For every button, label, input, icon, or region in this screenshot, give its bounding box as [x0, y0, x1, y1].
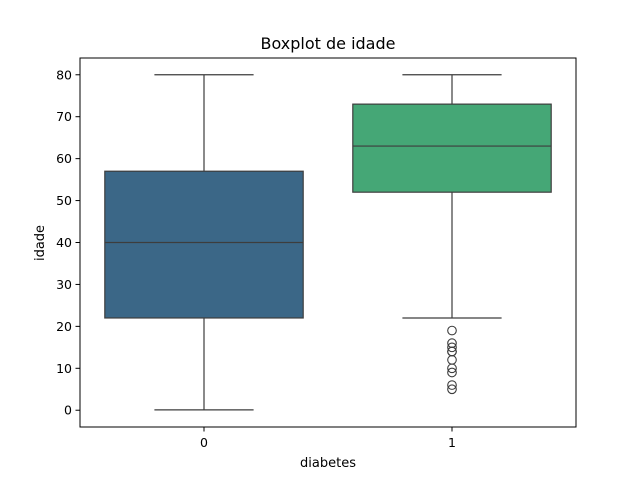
y-tick-label: 60 — [56, 151, 72, 166]
y-tick-label: 40 — [56, 235, 72, 250]
outlier-point — [447, 363, 457, 374]
box-group-0 — [104, 74, 304, 411]
y-tick-label: 30 — [56, 277, 72, 292]
box-group-1 — [352, 74, 552, 395]
chart-title: Boxplot de idade — [261, 34, 396, 53]
box-iqr — [104, 170, 304, 319]
outlier-point — [447, 355, 457, 365]
x-tick-label: 0 — [200, 435, 208, 450]
outlier-point — [447, 367, 457, 378]
plot-content — [104, 74, 552, 411]
y-tick-label: 80 — [56, 67, 72, 82]
box-iqr — [352, 103, 552, 193]
y-axis-label: idade — [33, 225, 48, 261]
y-axis: 0 10 20 30 40 50 60 70 80 — [56, 67, 80, 418]
outlier-point — [447, 384, 457, 395]
y-tick-label: 70 — [56, 109, 72, 124]
outlier-point — [447, 342, 457, 353]
y-tick-label: 20 — [56, 319, 72, 334]
outlier-point — [447, 380, 457, 390]
x-tick-label: 1 — [448, 435, 456, 450]
plot-frame — [79, 57, 577, 428]
outlier-point — [447, 325, 457, 336]
y-tick-label: 0 — [64, 403, 72, 418]
y-tick-label: 10 — [56, 361, 72, 376]
y-tick-label: 50 — [56, 193, 72, 208]
x-axis-label: diabetes — [300, 456, 356, 471]
